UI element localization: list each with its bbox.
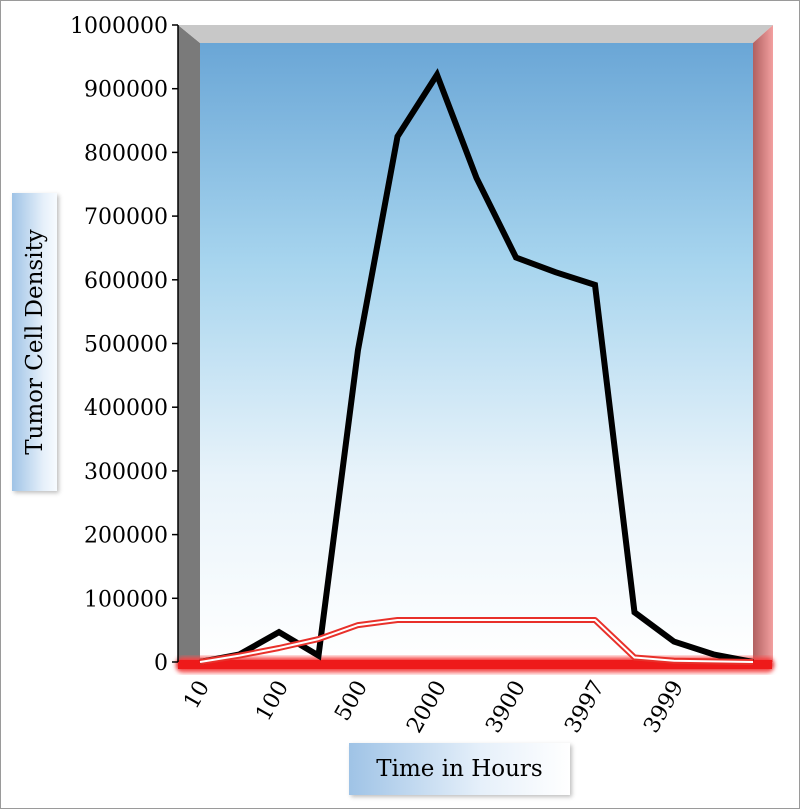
x-tick-label: 2000 <box>402 677 452 738</box>
x-axis-label-panel <box>349 743 570 795</box>
left-wall <box>178 25 200 662</box>
y-tick-label: 500000 <box>84 333 168 358</box>
x-tick-label: 3999 <box>639 677 689 738</box>
y-tick-label: 300000 <box>84 460 168 485</box>
x-axis-label: Time in Hours <box>376 756 543 782</box>
x-tick-label: 3997 <box>560 677 610 738</box>
y-axis-label: Tumor Cell Density <box>22 229 48 455</box>
x-tick-label: 3900 <box>481 677 531 738</box>
right-wall <box>753 25 773 662</box>
x-tick-label: 10 <box>179 677 215 714</box>
x-tick-label: 500 <box>330 677 373 726</box>
plot-area <box>200 43 753 662</box>
y-tick-labels: 0 100000 200000 300000 400000 500000 600000 700… <box>70 14 178 676</box>
plot-floor-core <box>178 660 772 669</box>
y-tick-label: 900000 <box>84 78 168 103</box>
y-tick-label: 0 <box>154 651 168 676</box>
series-layer <box>199 68 754 665</box>
y-tick-label: 800000 <box>84 141 168 166</box>
y-tick-label: 100000 <box>84 587 168 612</box>
y-tick-label: 600000 <box>84 269 168 294</box>
x-tick-labels: 10 100 500 2000 3900 3997 3999 <box>179 677 689 738</box>
y-tick-label: 200000 <box>84 524 168 549</box>
top-wall <box>178 25 773 43</box>
x-tick-label: 100 <box>251 677 294 726</box>
y-tick-label: 1000000 <box>70 14 168 39</box>
series-line-black <box>199 68 754 665</box>
y-tick-label: 700000 <box>84 205 168 230</box>
y-axis-label-panel <box>12 193 57 491</box>
y-tick-label: 400000 <box>84 396 168 421</box>
series-line-red-inner <box>199 619 754 663</box>
